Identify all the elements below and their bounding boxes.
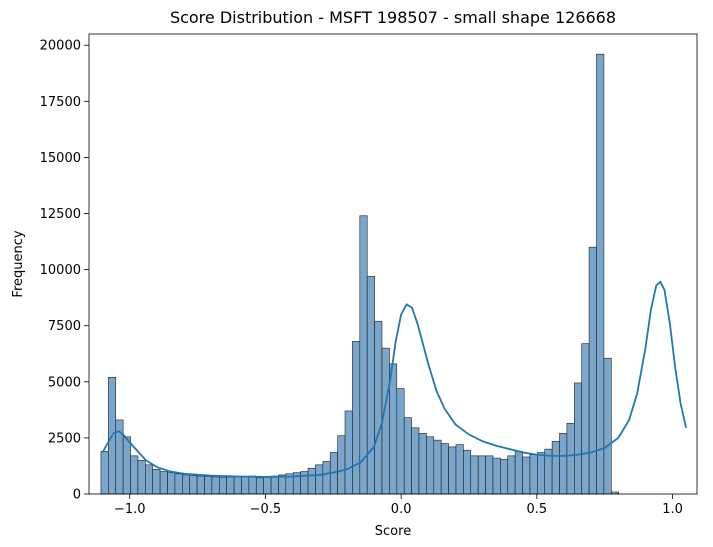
histogram-bar: [278, 474, 287, 495]
y-tick-label: 20000: [40, 39, 81, 54]
histogram-bar: [581, 343, 590, 495]
histogram-bars: [100, 53, 619, 495]
histogram-bar: [359, 215, 368, 495]
histogram-bar: [182, 474, 191, 495]
y-axis-ticks: 0 2500 5000 7500 10000 12500 15000 17500 20000: [40, 39, 89, 503]
histogram-bar: [433, 439, 442, 495]
histogram-bar: [322, 461, 331, 495]
y-tick-label: 0: [73, 488, 81, 503]
histogram-bar: [233, 476, 242, 495]
histogram-bar: [374, 320, 383, 495]
histogram-bar: [470, 455, 479, 495]
y-tick-label: 2500: [48, 431, 81, 446]
histogram-bar: [344, 410, 353, 495]
histogram-bar: [145, 464, 154, 495]
histogram-bar: [159, 471, 168, 495]
histogram-bar: [241, 475, 250, 495]
histogram-bar: [270, 475, 279, 495]
histogram-bar: [396, 388, 405, 495]
histogram-bar: [130, 455, 139, 495]
histogram-bar: [389, 363, 398, 495]
histogram-bar: [352, 341, 361, 495]
histogram-bar: [485, 455, 494, 495]
chart-title: Score Distribution - MSFT 198507 - small…: [170, 8, 616, 27]
histogram-bar: [566, 423, 575, 495]
y-tick-label: 17500: [40, 95, 81, 110]
histogram-bar: [463, 449, 472, 495]
x-tick-label: −0.5: [250, 502, 282, 517]
x-tick-label: 0.0: [391, 502, 412, 517]
y-axis-label: Frequency: [11, 230, 26, 297]
x-tick-label: −1.0: [114, 502, 146, 517]
histogram-bar: [137, 460, 146, 495]
histogram-bar: [218, 476, 227, 495]
histogram-bar: [537, 452, 546, 495]
kde-curve: [101, 280, 688, 478]
y-tick-label: 15000: [40, 151, 81, 166]
histogram-bar: [248, 475, 257, 495]
histogram-bar: [559, 433, 568, 495]
axes: [88, 33, 698, 495]
histogram-bar: [411, 427, 420, 495]
histogram-bar: [189, 475, 198, 495]
histogram-bar: [255, 477, 264, 495]
histogram-bar: [603, 357, 612, 495]
histogram-bar: [551, 440, 560, 495]
x-axis-label: Score: [375, 524, 411, 539]
plot-frame: [88, 33, 698, 495]
histogram-bar: [337, 435, 346, 495]
histogram-bar: [174, 473, 183, 495]
histogram-bar: [492, 457, 501, 495]
histogram-bar: [574, 382, 583, 495]
x-tick-label: 0.5: [527, 502, 548, 517]
x-tick-label: 1.0: [662, 502, 683, 517]
histogram-bar: [529, 454, 538, 495]
histogram-bar: [440, 443, 449, 495]
histogram-bar: [226, 476, 235, 495]
y-tick-label: 12500: [40, 207, 81, 222]
histogram-bar: [204, 476, 213, 495]
histogram-bar: [500, 458, 509, 495]
histogram-bar: [455, 444, 464, 495]
histogram-bar: [196, 475, 205, 495]
histogram-bar: [588, 246, 597, 495]
histogram-bar: [315, 464, 324, 495]
histogram-bar: [100, 451, 109, 495]
histogram-bar: [211, 476, 220, 495]
histogram-bar: [596, 53, 605, 495]
histogram-bar: [477, 455, 486, 495]
histogram-bar: [426, 436, 435, 495]
histogram-bar: [122, 436, 131, 495]
histogram-bar: [366, 276, 375, 495]
histogram-bar: [514, 451, 523, 495]
histogram-bar: [507, 455, 516, 495]
histogram-bar: [448, 446, 457, 495]
y-tick-label: 5000: [48, 375, 81, 390]
histogram-bar: [403, 417, 412, 495]
histogram-bar: [167, 472, 176, 495]
x-axis-ticks: −1.0 −0.5 0.0 0.5 1.0: [114, 494, 683, 517]
histogram-bar: [152, 469, 161, 495]
y-tick-label: 7500: [48, 319, 81, 334]
histogram-bar: [263, 476, 272, 495]
histogram-bar: [418, 433, 427, 495]
histogram-bar: [522, 456, 531, 495]
histogram-bar: [307, 467, 316, 495]
y-tick-label: 10000: [40, 263, 81, 278]
